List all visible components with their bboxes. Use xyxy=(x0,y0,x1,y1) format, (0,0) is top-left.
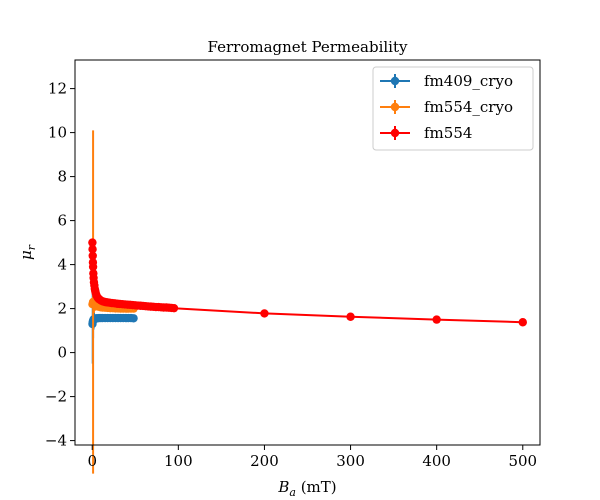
legend-entry: fm409_cryo xyxy=(380,72,513,90)
y-tick-label: −2 xyxy=(45,388,67,406)
x-axis-label-symbol: B xyxy=(277,478,289,496)
series-fm554 xyxy=(88,238,527,327)
y-tick-label: 10 xyxy=(48,124,67,142)
legend-marker xyxy=(390,102,400,112)
data-point xyxy=(518,318,527,327)
y-tick-label: 2 xyxy=(57,300,67,318)
data-point xyxy=(88,251,97,260)
x-axis-label-unit: (mT) xyxy=(296,478,337,496)
legend-marker xyxy=(390,128,400,138)
x-axis-label-subscript: a xyxy=(289,486,296,499)
legend: fm409_cryo fm554_cryo fm554 xyxy=(372,66,534,151)
legend-label: fm554_cryo xyxy=(424,98,513,116)
legend-entry: fm554 xyxy=(380,124,472,142)
y-tick-label: 4 xyxy=(57,256,67,274)
x-axis-label: Ba (mT) xyxy=(277,478,336,499)
legend-box xyxy=(372,66,534,151)
x-tick-label: 400 xyxy=(422,452,451,470)
data-point xyxy=(432,315,441,324)
y-tick-label: 12 xyxy=(48,80,67,98)
legend-marker xyxy=(390,76,400,86)
x-tick-label: 200 xyxy=(250,452,279,470)
x-tick-label: 0 xyxy=(87,452,97,470)
y-axis-label-subscript: r xyxy=(25,244,38,250)
legend-label: fm409_cryo xyxy=(424,72,513,90)
data-point xyxy=(88,262,98,271)
x-tick-label: 300 xyxy=(336,452,365,470)
data-point xyxy=(129,314,138,323)
chart-title: Ferromagnet Permeability xyxy=(208,38,408,56)
legend-label: fm554 xyxy=(424,124,472,142)
data-point xyxy=(88,245,97,254)
y-tick-label: 6 xyxy=(57,212,67,230)
series-layer xyxy=(88,130,527,474)
data-point xyxy=(169,303,179,313)
data-point xyxy=(88,238,97,247)
x-tick-label: 100 xyxy=(164,452,193,470)
x-tick-label: 500 xyxy=(508,452,537,470)
data-point xyxy=(346,312,355,321)
legend-entries: fm409_cryo fm554_cryo fm554 xyxy=(380,72,513,142)
y-axis-label: μr xyxy=(17,244,38,260)
y-ticks: −4 −2 0 2 4 6 8 10 12 xyxy=(45,80,75,450)
y-tick-label: 0 xyxy=(57,344,67,362)
y-tick-label: −4 xyxy=(45,432,67,450)
y-axis-label-symbol: μ xyxy=(17,250,35,260)
data-point xyxy=(260,309,269,318)
plot-frame xyxy=(74,59,541,446)
legend-entry: fm554_cryo xyxy=(380,98,513,116)
x-ticks: 0 100 200 300 400 500 xyxy=(87,445,537,470)
y-tick-label: 8 xyxy=(57,168,67,186)
